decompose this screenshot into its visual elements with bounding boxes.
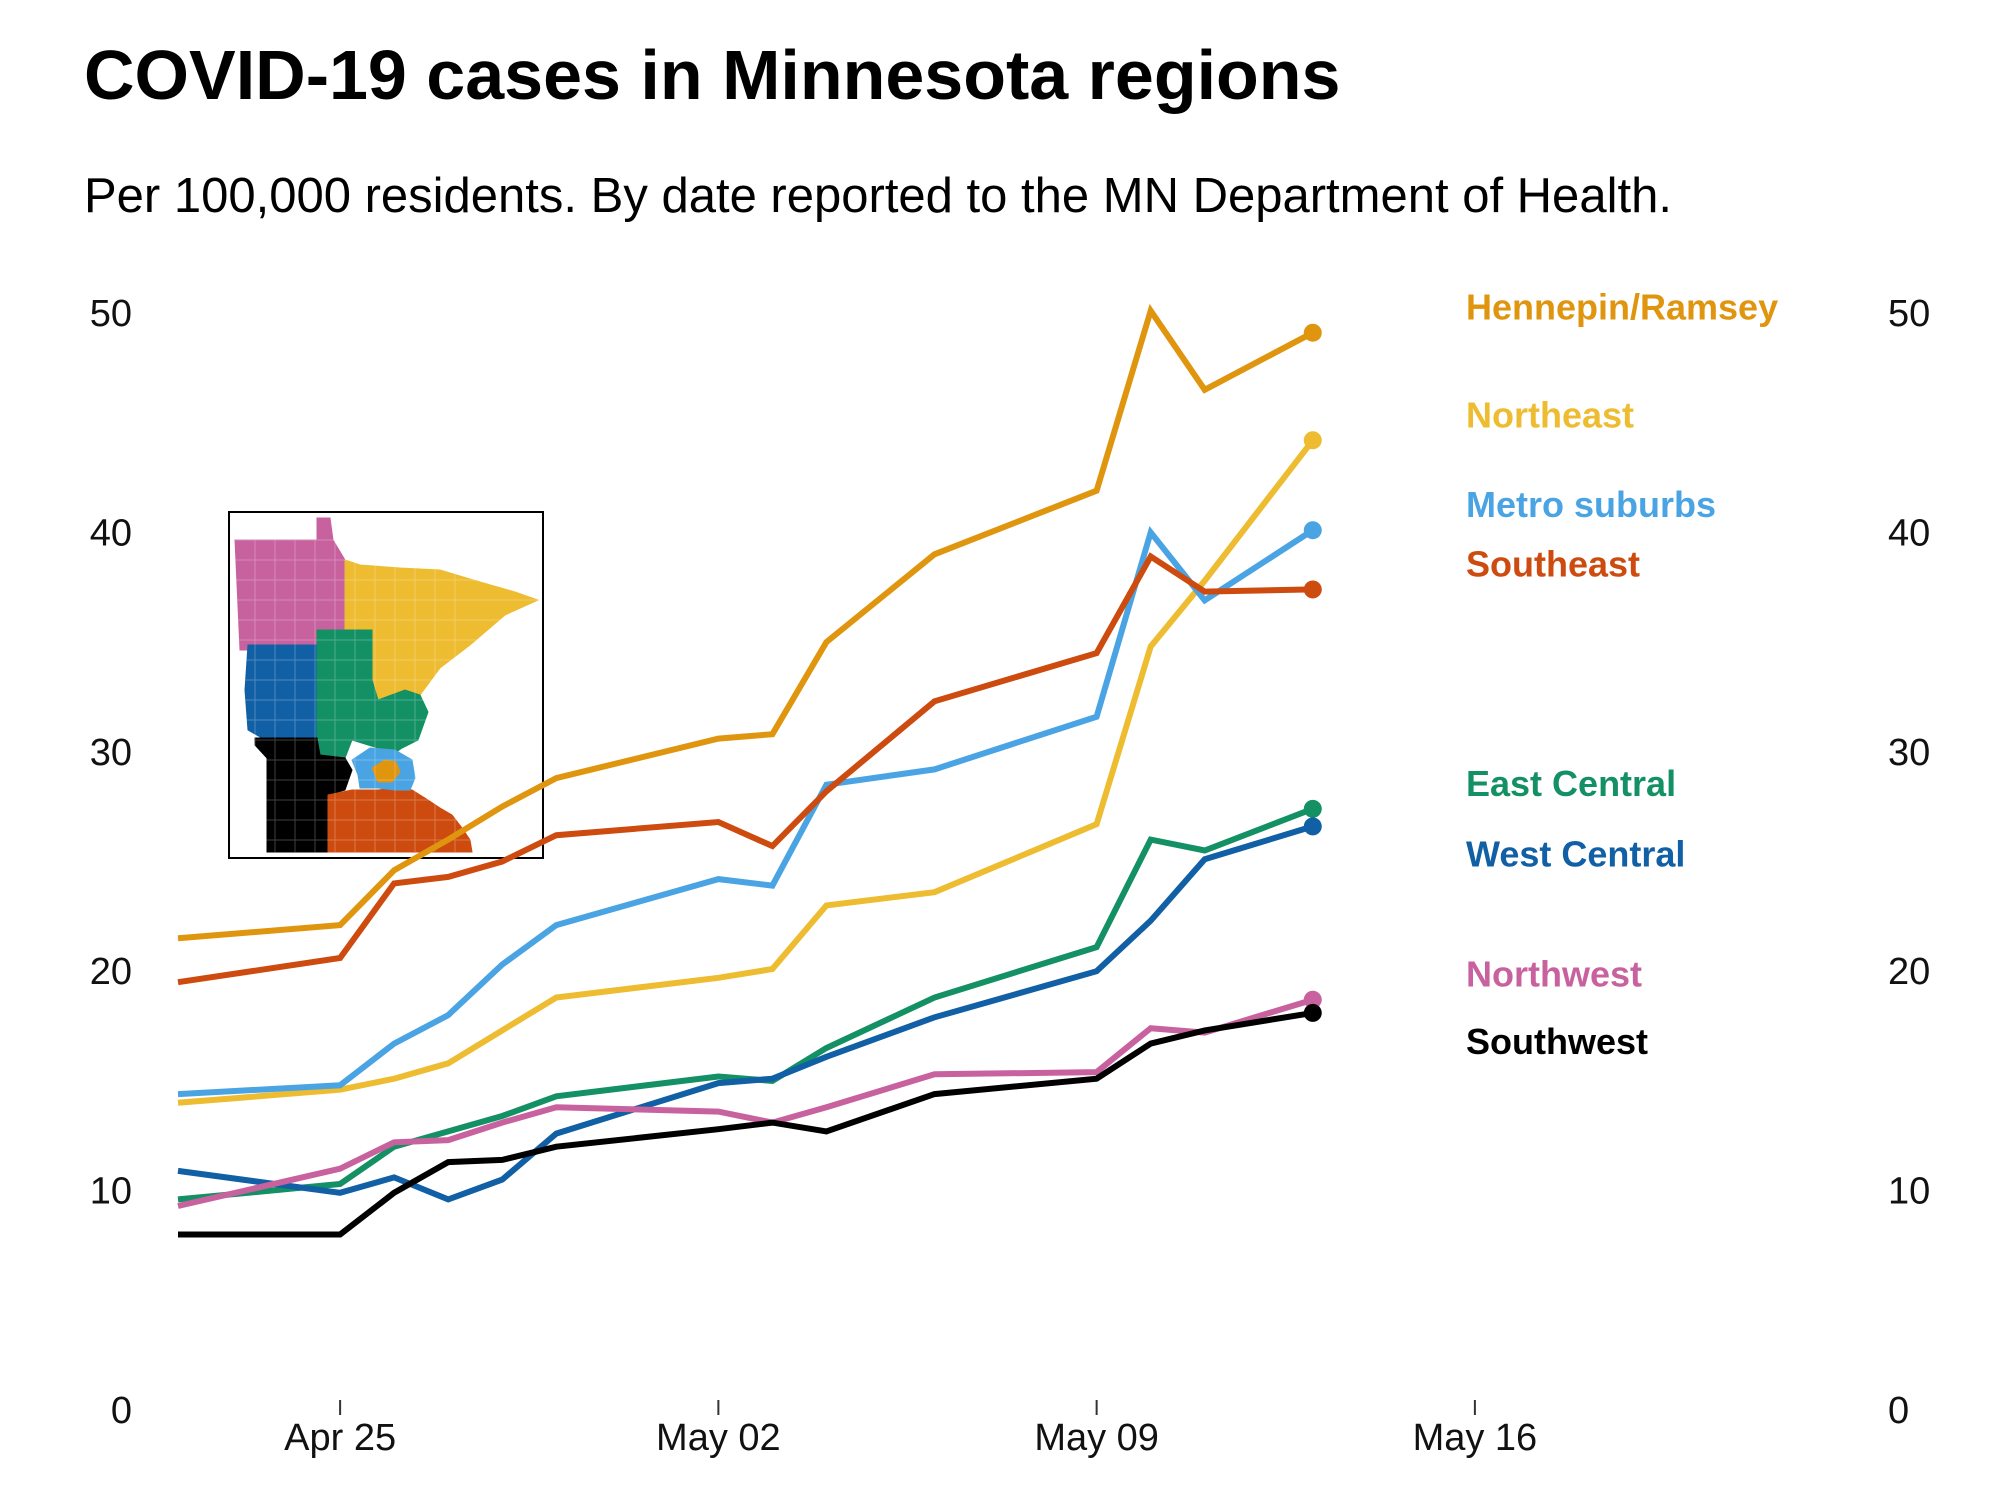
map-region-hennepin-ramsey [371,759,401,783]
y-tick-label-left: 30 [90,732,132,774]
end-point-metro-suburbs [1303,521,1322,540]
y-axis-right: 0 10 20 30 40 50 [1888,293,1930,1432]
x-tick-label: May 09 [1034,1417,1159,1459]
series-line-northeast [177,438,1316,1106]
x-tick-label: May 16 [1413,1417,1538,1459]
y-tick-label-left: 10 [90,1171,132,1213]
y-tick-label-right: 10 [1888,1171,1930,1213]
x-tick-label: Apr 25 [284,1417,396,1459]
series-label-northeast: Northeast [1466,394,1634,435]
map-region-west-central [244,644,318,739]
x-tick-label: May 02 [656,1417,781,1459]
series-label-hennepin-ramsey: Hennepin/Ramsey [1466,287,1778,328]
series-line-metro-suburbs [177,526,1315,1098]
y-axis-left: 0 10 20 30 40 50 [90,293,132,1432]
y-tick-label-left: 20 [90,951,132,993]
map-region-southeast [327,787,473,853]
end-point-west-central [1303,817,1322,836]
chart-title: COVID-19 cases in Minnesota regions [84,36,1341,114]
series-label-southeast: Southeast [1466,543,1640,584]
x-axis: Apr 25 May 02 May 09 May 16 [284,1400,1537,1459]
end-point-northeast [1303,431,1322,450]
y-tick-label-right: 40 [1888,512,1930,554]
series-line-southeast [177,552,1313,986]
y-tick-label-left: 0 [111,1390,132,1432]
end-point-hennepin-ramsey [1303,323,1322,342]
end-point-southeast [1303,580,1322,599]
series-label-west-central: West Central [1466,833,1685,874]
series-line-east-central [177,806,1314,1203]
series-lines [177,303,1316,1238]
y-tick-label-right: 50 [1888,293,1930,335]
series-label-east-central: East Central [1466,763,1676,804]
y-tick-label-left: 50 [90,293,132,335]
end-point-northwest [1303,990,1322,1009]
series-line-west-central [177,823,1314,1203]
end-point-southwest [1303,1003,1322,1022]
series-line-northwest [177,996,1314,1209]
series-labels: Hennepin/Ramsey Northeast Metro suburbs Sou… [1466,287,1778,1062]
end-point-east-central [1303,799,1322,818]
chart-subtitle: Per 100,000 residents. By date reported … [84,169,1672,223]
minnesota-regions-map [228,511,544,859]
map-county-lines [235,520,540,852]
y-tick-label-right: 0 [1888,1390,1909,1432]
series-label-metro-suburbs: Metro suburbs [1466,484,1716,525]
series-end-points [1303,323,1322,1022]
y-tick-label-right: 30 [1888,732,1930,774]
y-tick-label-left: 40 [90,512,132,554]
series-line-southwest [178,1009,1314,1238]
series-label-southwest: Southwest [1466,1021,1648,1062]
y-tick-label-right: 20 [1888,951,1930,993]
series-line-hennepin-ramsey [177,303,1315,942]
series-label-northwest: Northwest [1466,954,1642,995]
